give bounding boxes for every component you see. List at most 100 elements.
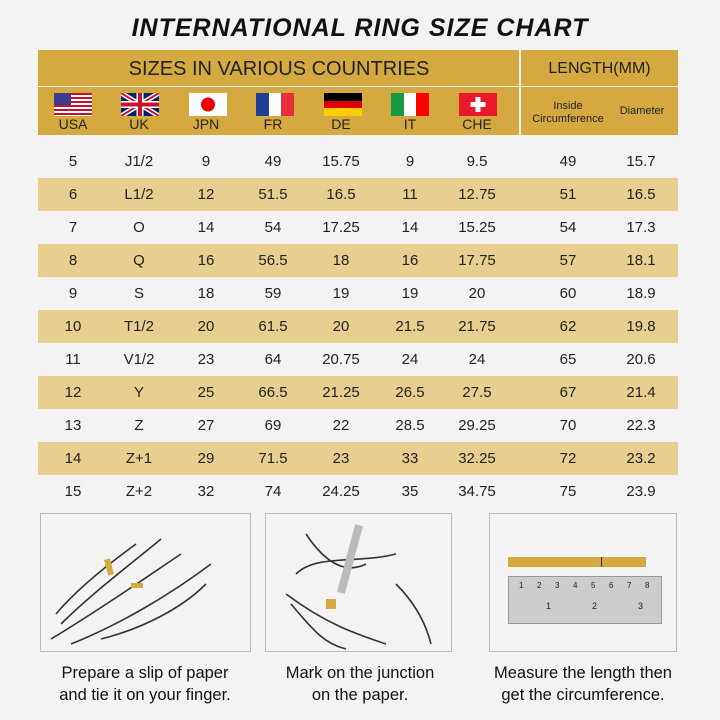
table-cell: 24 xyxy=(468,351,486,368)
table-cell: 21.4 xyxy=(626,384,656,401)
mark xyxy=(601,557,602,567)
table-row: 14 Z+1 29 71.5 23 33 32.25 72 23.2 xyxy=(38,442,678,475)
ruler-tick-label: 7 xyxy=(627,581,632,590)
country-label: UK xyxy=(129,116,149,132)
table-cell: 17.3 xyxy=(626,219,656,236)
table-cell: 19.8 xyxy=(626,318,656,335)
table-cell: 14 xyxy=(401,219,419,236)
country-label: USA xyxy=(58,116,88,132)
ruler-tick-label: 1 xyxy=(519,581,524,590)
table-cell: 12 xyxy=(197,186,215,203)
table-cell: 25 xyxy=(197,384,215,401)
table-cell: O xyxy=(133,219,145,236)
table-cell: 29.25 xyxy=(458,417,496,434)
caption-line: on the paper. xyxy=(311,686,409,704)
caption-line: get the circumference. xyxy=(501,686,665,704)
japan-flag-icon xyxy=(189,93,227,116)
table-cell: 17.25 xyxy=(322,219,360,236)
table-cell: 18 xyxy=(332,252,350,269)
table-cell: 59 xyxy=(264,285,282,302)
table-cell: 34.75 xyxy=(458,483,496,500)
table-row: 15 Z+2 32 74 24.25 35 34.75 75 23.9 xyxy=(38,475,678,508)
table-cell: 7 xyxy=(68,219,78,236)
ruler-tick-label: 4 xyxy=(573,581,578,590)
table-cell: 51.5 xyxy=(258,186,288,203)
diameter-heading: Diameter xyxy=(619,105,665,117)
table-cell: 61.5 xyxy=(258,318,288,335)
table-cell: 19 xyxy=(401,285,419,302)
table-cell: 65 xyxy=(559,351,577,368)
table-cell: 56.5 xyxy=(258,252,288,269)
step-1-illustration xyxy=(40,513,251,652)
uk-flag-icon xyxy=(121,93,159,116)
table-cell: 27 xyxy=(197,417,215,434)
table-cell: 28.5 xyxy=(395,417,425,434)
table-cell: 21.75 xyxy=(458,318,496,335)
table-cell: 22 xyxy=(332,417,350,434)
table-cell: Z+2 xyxy=(125,483,153,500)
table-cell: 5 xyxy=(68,153,78,170)
table-cell: 22.3 xyxy=(626,417,656,434)
table-cell: 15 xyxy=(64,483,82,500)
table-cell: 66.5 xyxy=(258,384,288,401)
label: Inside xyxy=(553,100,583,112)
table-row: 10 T1/2 20 61.5 20 21.5 21.75 62 19.8 xyxy=(38,310,678,343)
table-cell: 16.5 xyxy=(626,186,656,203)
table-cell: 32 xyxy=(197,483,215,500)
table-cell: 20.75 xyxy=(322,351,360,368)
length-heading: LENGTH(MM) xyxy=(548,60,651,77)
table-cell: 17.75 xyxy=(458,252,496,269)
table-cell: 20 xyxy=(197,318,215,335)
table-cell: 24 xyxy=(401,351,419,368)
ruler-tick-label: 5 xyxy=(591,581,596,590)
step-2-illustration xyxy=(265,513,452,652)
header-band xyxy=(38,50,678,86)
table-cell: 20.6 xyxy=(626,351,656,368)
ruler-tick-label: 3 xyxy=(555,581,560,590)
table-cell: 18.9 xyxy=(626,285,656,302)
table-cell: 20 xyxy=(468,285,486,302)
inside-circumference-heading: Inside Circumference xyxy=(528,100,608,126)
ruler-icon: 1 2 3 4 5 6 7 8 1 2 3 xyxy=(508,576,662,624)
table-cell: 54 xyxy=(559,219,577,236)
table-cell: 23 xyxy=(197,351,215,368)
table-cell: 60 xyxy=(559,285,577,302)
table-cell: 16 xyxy=(401,252,419,269)
table-cell: 71.5 xyxy=(258,450,288,467)
table-row: 7 O 14 54 17.25 14 15.25 54 17.3 xyxy=(38,211,678,244)
table-cell: 67 xyxy=(559,384,577,401)
table-row: 8 Q 16 56.5 18 16 17.75 57 18.1 xyxy=(38,244,678,277)
table-cell: J1/2 xyxy=(124,153,154,170)
table-cell: 9 xyxy=(201,153,211,170)
divider xyxy=(38,86,678,87)
divider xyxy=(519,50,521,135)
caption-line: Prepare a slip of paper xyxy=(61,664,229,682)
table-cell: 6 xyxy=(68,186,78,203)
table-cell: 15.25 xyxy=(458,219,496,236)
table-cell: 9 xyxy=(68,285,78,302)
country-label: FR xyxy=(263,116,283,132)
ruler-tick-label: 2 xyxy=(592,601,598,611)
table-cell: Q xyxy=(133,252,145,269)
table-cell: 69 xyxy=(264,417,282,434)
caption-line: Measure the length then xyxy=(494,664,672,682)
table-cell: 9.5 xyxy=(466,153,488,170)
caption-line: Mark on the junction xyxy=(285,664,435,682)
us-flag-icon xyxy=(54,93,92,116)
table-cell: V1/2 xyxy=(123,351,155,368)
table-cell: 54 xyxy=(264,219,282,236)
countries-heading: SIZES IN VARIOUS COUNTRIES xyxy=(128,58,430,80)
step-caption: Mark on the junction on the paper. xyxy=(240,662,480,706)
table-cell: 23 xyxy=(332,450,350,467)
table-cell: 13 xyxy=(64,417,82,434)
table-cell: 9 xyxy=(405,153,415,170)
paper-strip xyxy=(508,557,646,567)
table-cell: 24.25 xyxy=(322,483,360,500)
table-cell: 72 xyxy=(559,450,577,467)
germany-flag-icon xyxy=(324,93,362,116)
table-cell: 64 xyxy=(264,351,282,368)
caption-line: and tie it on your finger. xyxy=(59,686,231,704)
table-cell: 18.1 xyxy=(626,252,656,269)
table-cell: Y xyxy=(133,384,144,401)
step-caption: Prepare a slip of paper and tie it on you… xyxy=(25,662,265,706)
